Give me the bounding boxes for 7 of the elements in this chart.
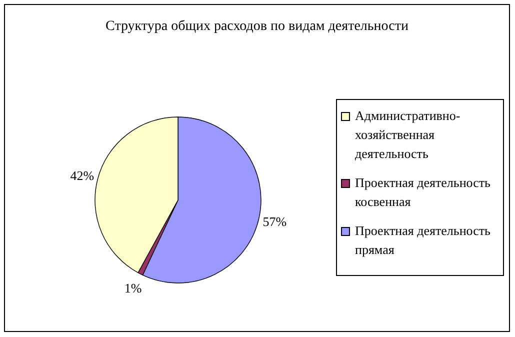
data-label: 1% [124,280,142,296]
data-label: 42% [70,168,94,183]
chart-title: Структура общих расходов по видам деятельности [104,19,410,36]
legend-label: Проектная деятельность прямая [355,222,492,258]
legend-label: Проектная деятельность косвенная [355,174,492,210]
legend-label: Административно-хозяйственная деятельность [355,106,462,162]
data-label: 57% [262,214,287,230]
